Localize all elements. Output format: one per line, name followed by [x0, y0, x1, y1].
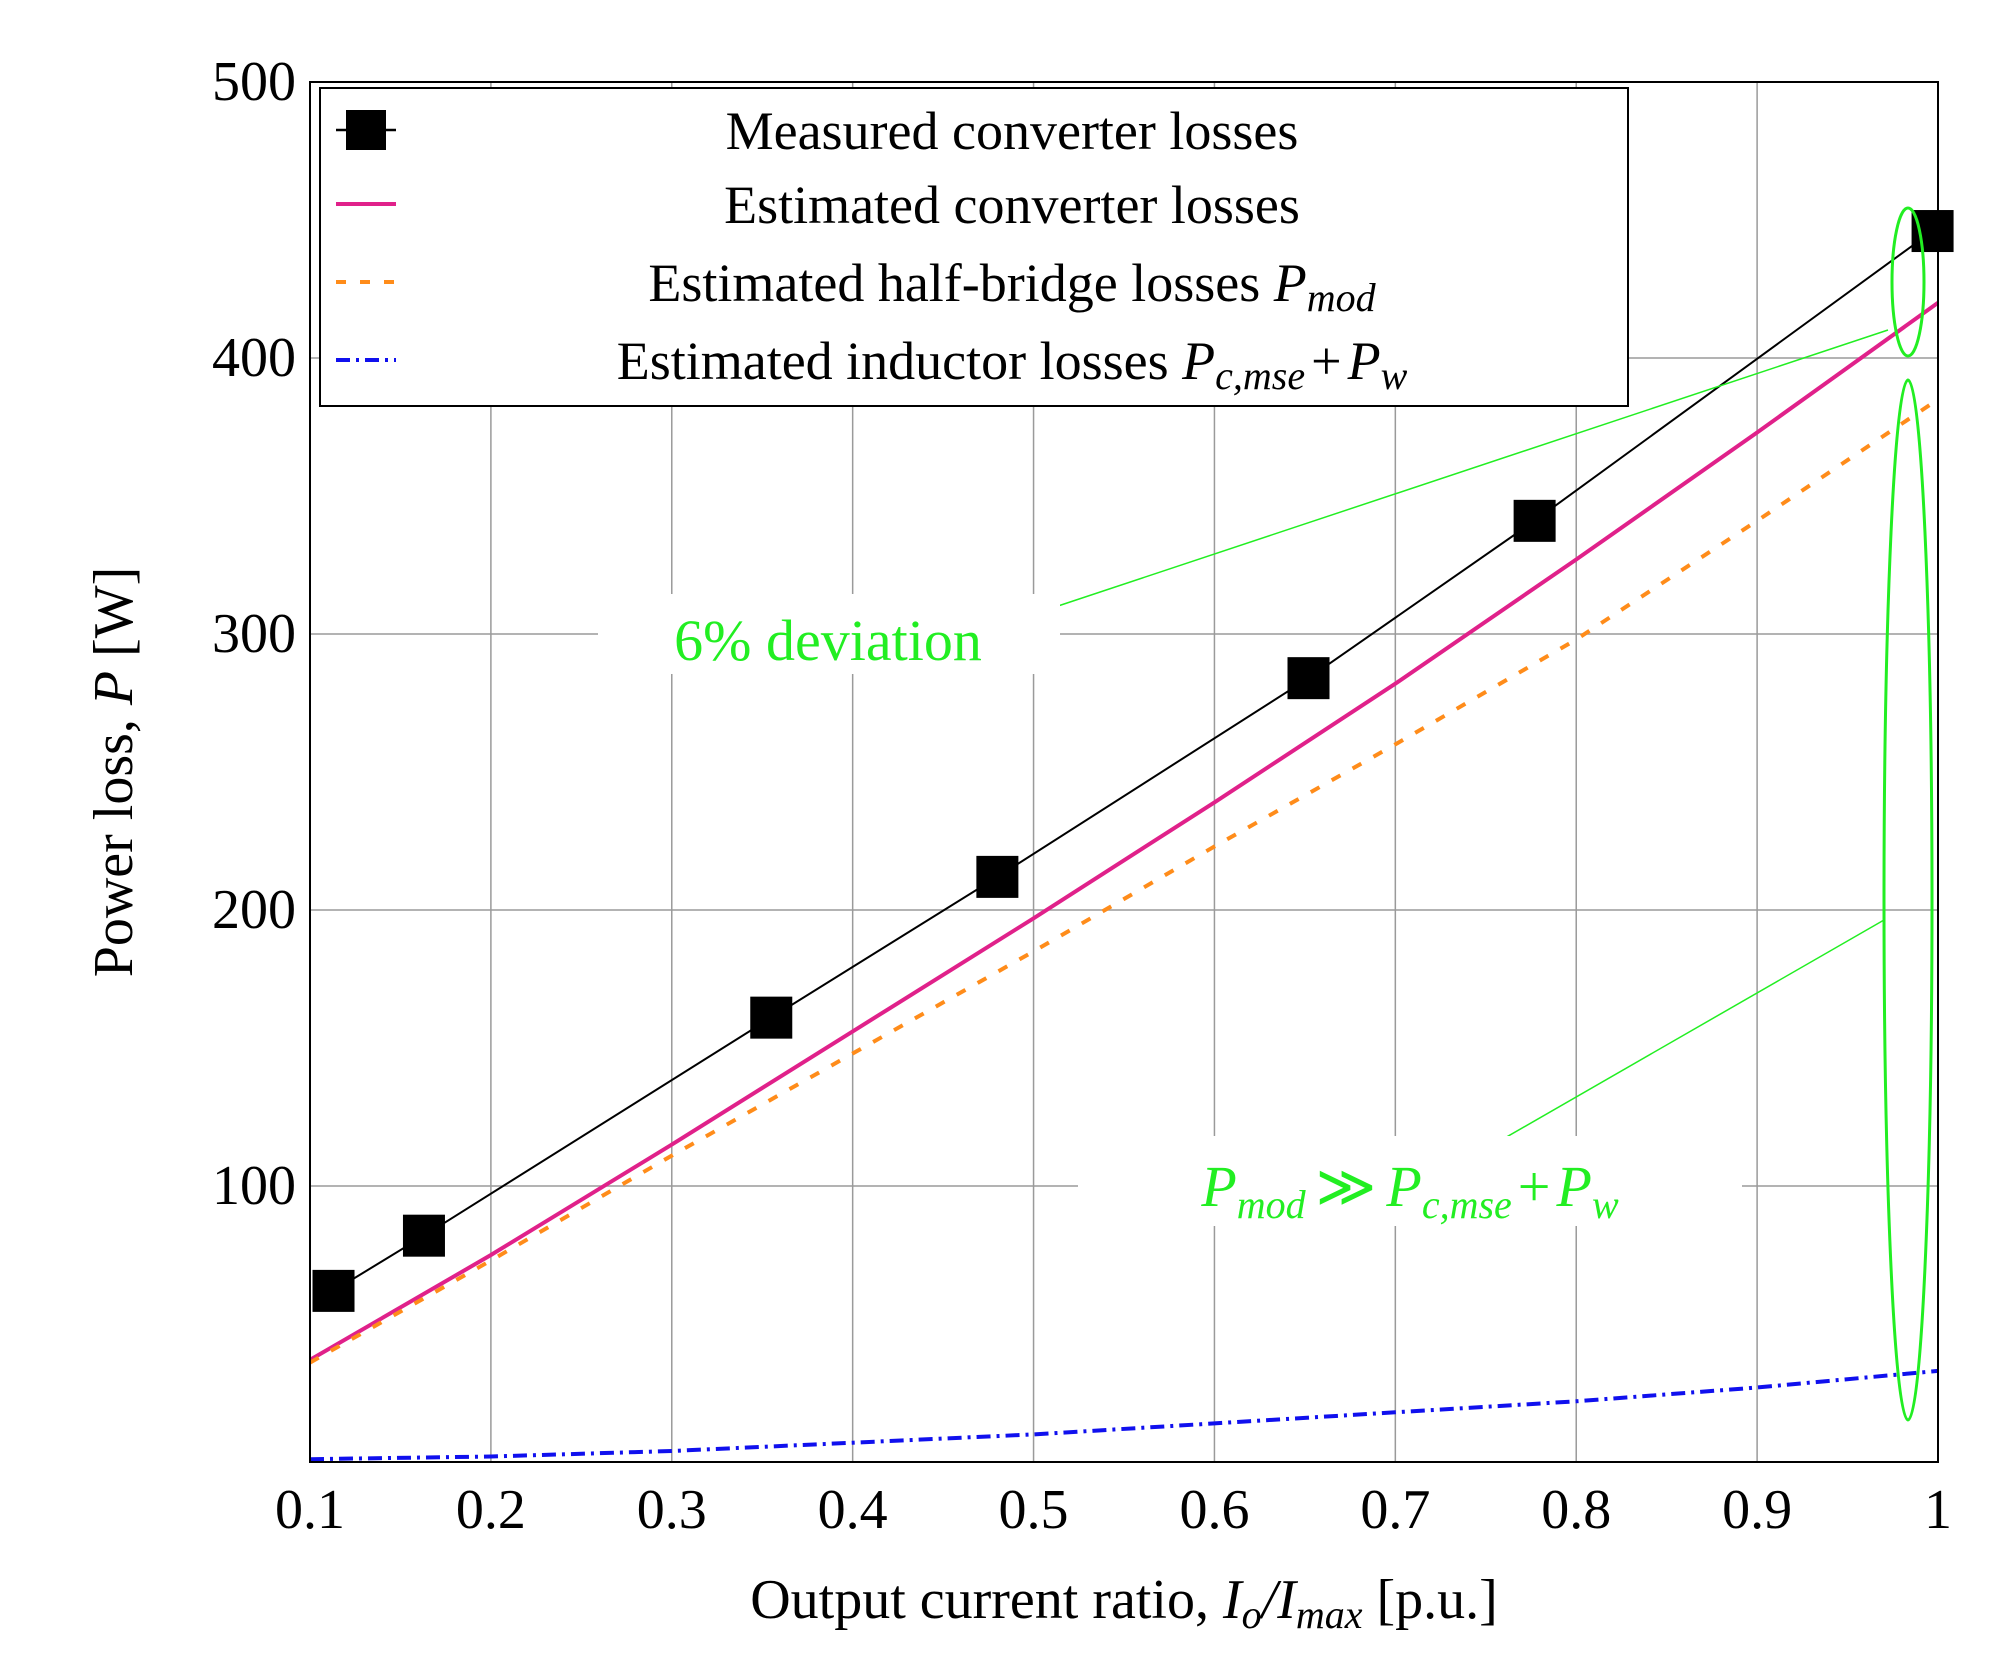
- x-axis-label-den-var: I: [1276, 1569, 1298, 1631]
- deviation-label: 6% deviation: [674, 608, 982, 673]
- y-tick-label-2: 300: [212, 603, 296, 665]
- x-axis-label-slash: /: [1259, 1569, 1282, 1631]
- legend-label-inductor-text: Estimated inductor losses: [617, 331, 1169, 391]
- deviation-label-bg: [598, 594, 1060, 674]
- pmod-label-op: ≫: [1316, 1154, 1377, 1219]
- legend-label-estimated-converter: Estimated converter losses: [724, 175, 1300, 235]
- deviation-ellipse: [1890, 206, 1926, 358]
- legend-label-inductor-space: [1169, 331, 1183, 391]
- x-tick-label-2: 0.3: [637, 1479, 707, 1541]
- x-tick-label-9: 1: [1924, 1479, 1952, 1541]
- x-axis-label-num-var: I: [1222, 1569, 1244, 1631]
- x-tick-label-6: 0.7: [1360, 1479, 1430, 1541]
- y-tick-label-1: 200: [212, 879, 296, 941]
- measured-point-6: [1911, 210, 1954, 253]
- y-tick-label-0: 100: [212, 1155, 296, 1217]
- legend-label-measured: Measured converter losses: [726, 101, 1299, 161]
- inductor-line: [309, 1368, 1939, 1462]
- pmod-label-sub1: mod: [1237, 1182, 1307, 1227]
- y-tick-label-4: 500: [212, 51, 296, 113]
- x-tick-label-4: 0.5: [999, 1479, 1069, 1541]
- legend-label-half-bridge-text: Estimated half-bridge losses: [648, 253, 1260, 313]
- y-axis-label-suffix: [W]: [83, 567, 145, 671]
- measured-point-5: [1513, 499, 1556, 542]
- x-axis-label-prefix: Output current ratio,: [750, 1569, 1223, 1631]
- y-axis-label-prefix: Power loss,: [83, 705, 145, 977]
- pmod-label-bg: [1078, 1136, 1742, 1226]
- x-tick-labels: 0.1 0.2 0.3 0.4 0.5 0.6 0.7 0.8 0.9 1: [275, 1479, 1952, 1541]
- x-axis-label: Output current ratio, Io/Imax [p.u.]: [750, 1569, 1498, 1637]
- estimated-converter-line: [308, 301, 1940, 1362]
- x-tick-label-0: 0.1: [275, 1479, 345, 1541]
- legend-label-half-bridge: Estimated half-bridge losses Pmod: [648, 253, 1376, 320]
- legend-label-half-bridge-var: P: [1273, 253, 1307, 313]
- pmod-label-var3: P: [1556, 1154, 1592, 1219]
- legend-label-inductor-var1: P: [1181, 331, 1215, 391]
- measured-point-2: [750, 996, 793, 1039]
- plot-frame: [309, 81, 1939, 1463]
- legend-swatch-measured-marker: [346, 110, 386, 150]
- pmod-ellipse: [1882, 378, 1934, 1422]
- x-tick-label-1: 0.2: [456, 1479, 526, 1541]
- measured-point-0: [312, 1269, 355, 1312]
- x-axis-label-den-sub: max: [1296, 1592, 1363, 1637]
- legend-label-half-bridge-sub: mod: [1307, 275, 1377, 320]
- half-bridge-line: [309, 397, 1940, 1365]
- pmod-label-sub3: w: [1592, 1182, 1619, 1227]
- legend-label-inductor-plus: +: [1311, 331, 1341, 391]
- x-axis-label-suffix: [p.u.]: [1362, 1569, 1497, 1631]
- legend-label-inductor-sub1: c,mse: [1215, 353, 1305, 398]
- y-axis-label: Power loss, P [W]: [83, 567, 145, 978]
- legend-label-inductor-var2: P: [1347, 331, 1381, 391]
- y-tick-label-3: 400: [212, 327, 296, 389]
- x-tick-label-8: 0.9: [1722, 1479, 1792, 1541]
- x-tick-label-7: 0.8: [1541, 1479, 1611, 1541]
- pmod-label-var2: P: [1385, 1154, 1421, 1219]
- y-axis-label-var: P: [83, 671, 145, 706]
- measured-point-1: [402, 1214, 445, 1257]
- measured-point-3: [976, 855, 1019, 898]
- pmod-label-var1: P: [1200, 1154, 1236, 1219]
- pmod-label-plus: +: [1518, 1154, 1551, 1219]
- measured-markers: [312, 210, 1954, 1312]
- deviation-leader-line: [1051, 329, 1889, 609]
- measured-point-4: [1287, 657, 1330, 700]
- legend-label-inductor: Estimated inductor losses Pc,mse + Pw: [617, 331, 1408, 398]
- annotations: 6% deviation Pmod ≫ Pc,mse + Pw: [598, 206, 1934, 1422]
- pmod-leader-line: [1469, 919, 1885, 1159]
- pmod-label-sub2: c,mse: [1422, 1182, 1512, 1227]
- y-tick-labels: 100 200 300 400 500: [212, 51, 296, 1217]
- x-tick-label-5: 0.6: [1179, 1479, 1249, 1541]
- legend-label-half-bridge-space: [1260, 253, 1274, 313]
- x-tick-label-3: 0.4: [818, 1479, 888, 1541]
- x-axis-label-num-sub: o: [1242, 1592, 1262, 1637]
- legend: Measured converter losses Estimated conv…: [319, 87, 1629, 407]
- legend-box: [319, 87, 1629, 407]
- pmod-label: Pmod ≫ Pc,mse + Pw: [1200, 1154, 1619, 1227]
- legend-label-inductor-sub2: w: [1381, 353, 1408, 398]
